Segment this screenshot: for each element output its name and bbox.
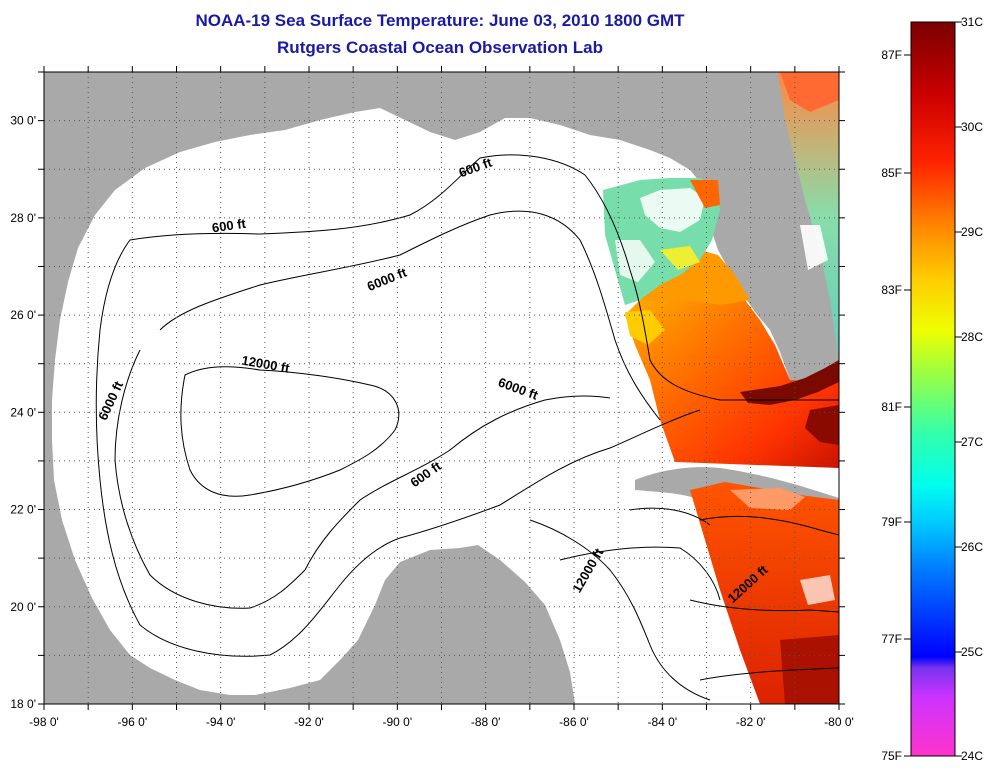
colorbar-label-f: 85F bbox=[881, 166, 902, 180]
lat-lon-grid bbox=[44, 72, 839, 704]
lat-tick-label: 22 0' bbox=[10, 503, 36, 517]
sst-data bbox=[603, 72, 839, 704]
lon-tick-label: -84 0' bbox=[648, 715, 678, 729]
colorbar-label-f: 87F bbox=[881, 48, 902, 62]
colorbar-label-c: 25C bbox=[961, 645, 983, 659]
colorbar-label-c: 28C bbox=[961, 330, 983, 344]
colorbar bbox=[910, 21, 956, 757]
lon-tick-label: -98 0' bbox=[29, 715, 59, 729]
colorbar-label-f: 77F bbox=[881, 632, 902, 646]
lon-tick-label: -94 0' bbox=[206, 715, 236, 729]
colorbar-label-c: 24C bbox=[961, 749, 983, 763]
colorbar-label-f: 81F bbox=[881, 400, 902, 414]
colorbar-label-f: 75F bbox=[881, 749, 902, 763]
lon-tick-label: -90 0' bbox=[383, 715, 413, 729]
colorbar-label-c: 31C bbox=[961, 15, 983, 29]
lat-tick-label: 30 0' bbox=[10, 114, 36, 128]
lat-tick-label: 20 0' bbox=[10, 600, 36, 614]
lat-tick-label: 26 0' bbox=[10, 308, 36, 322]
lon-tick-label: -96 0' bbox=[118, 715, 148, 729]
lon-tick-label: -86 0' bbox=[559, 715, 589, 729]
lon-tick-label: -80 0' bbox=[824, 715, 854, 729]
lat-tick-label: 24 0' bbox=[10, 405, 36, 419]
lon-tick-label: -92 0' bbox=[294, 715, 324, 729]
colorbar-label-c: 26C bbox=[961, 540, 983, 554]
lat-tick-label: 18 0' bbox=[10, 697, 36, 711]
colorbar-label-c: 27C bbox=[961, 435, 983, 449]
contour-label: 600 ft bbox=[211, 216, 247, 236]
colorbar-label-c: 29C bbox=[961, 225, 983, 239]
map-subtitle: Rutgers Coastal Ocean Observation Lab bbox=[277, 38, 603, 57]
colorbar-label-c: 30C bbox=[961, 120, 983, 134]
map-title: NOAA-19 Sea Surface Temperature: June 03… bbox=[195, 11, 685, 30]
bathymetry-contours bbox=[95, 154, 839, 701]
lat-tick-label: 28 0' bbox=[10, 211, 36, 225]
colorbar-label-f: 83F bbox=[881, 283, 902, 297]
lon-tick-label: -82 0' bbox=[736, 715, 766, 729]
colorbar-label-f: 79F bbox=[881, 515, 902, 529]
lon-tick-label: -88 0' bbox=[471, 715, 501, 729]
